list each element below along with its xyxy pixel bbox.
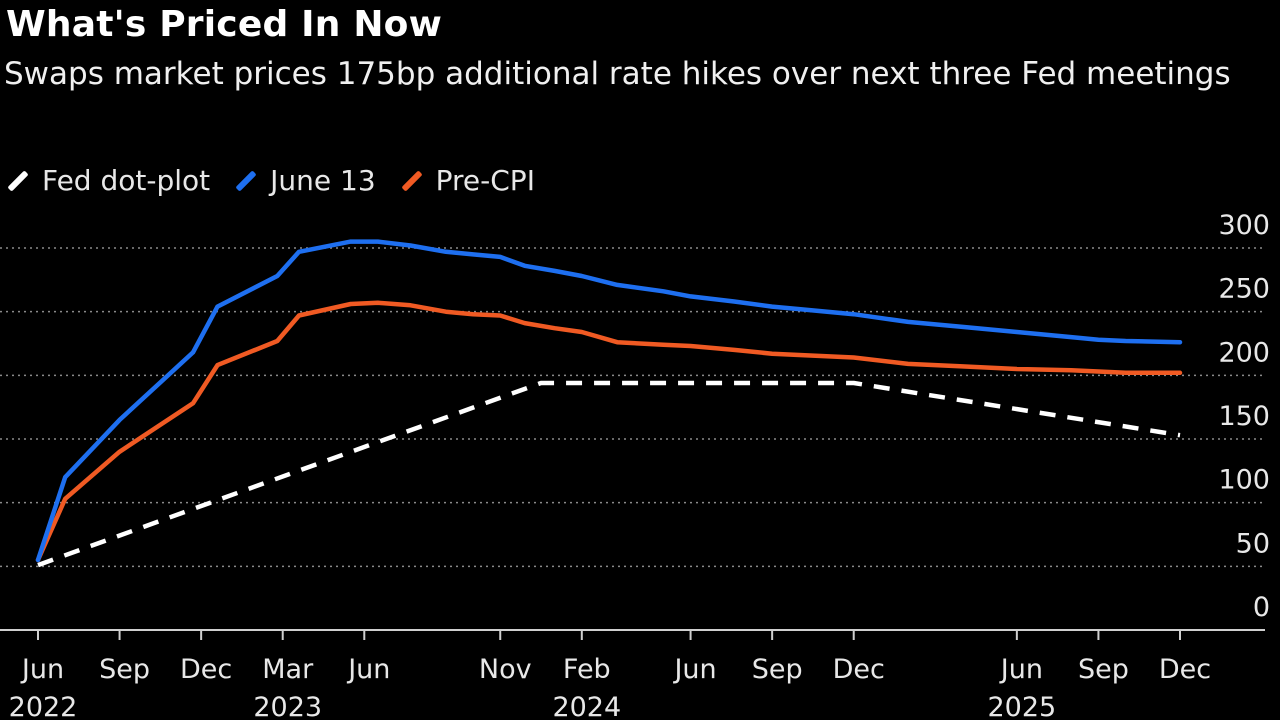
- x-tick-label-8: Sep: [752, 654, 803, 685]
- y-tick-label-200: 200: [1218, 337, 1270, 368]
- y-tick-label-50: 50: [1236, 528, 1270, 559]
- x-tick-label-7: Jun: [672, 654, 716, 685]
- y-tick-label-250: 250: [1218, 274, 1270, 305]
- y-tick-label-300: 300: [1218, 210, 1270, 241]
- series-layer: [35, 239, 1183, 568]
- axis-layer: 0 50 100 150 200 250 300 Jun 2022 Sep Dec Mar 2023 Ju…: [0, 210, 1270, 720]
- legend-item-june-13: June 13: [234, 164, 376, 197]
- x-tick-label-1: Sep: [99, 654, 150, 685]
- legend-label-june-13: June 13: [270, 164, 376, 197]
- chart-subtitle: Swaps market prices 175bp additional rat…: [4, 56, 1231, 92]
- series-line-june-13: [35, 239, 1183, 563]
- x-tick-label-12: Dec: [1159, 654, 1211, 685]
- x-tick-year-3: 2023: [253, 692, 322, 720]
- x-tick-label-5: Nov: [479, 654, 532, 685]
- x-tick-label-4: Jun: [346, 654, 390, 685]
- legend-item-pre-cpi: Pre-CPI: [400, 164, 535, 197]
- x-tick-label-6: Feb: [563, 654, 611, 685]
- x-tick-year-0: 2022: [9, 692, 78, 720]
- x-tick-label-0: Jun: [20, 654, 64, 685]
- legend-label-fed-dot-plot: Fed dot-plot: [42, 164, 211, 197]
- legend-label-pre-cpi: Pre-CPI: [435, 164, 535, 197]
- y-tick-label-100: 100: [1218, 465, 1270, 496]
- series-line-pre-cpi: [35, 300, 1183, 563]
- x-tick-year-6: 2024: [552, 692, 621, 720]
- x-tick-year-10: 2025: [987, 692, 1056, 720]
- x-tick-label-3: Mar: [262, 654, 314, 685]
- series-line-fed-dot-plot: [37, 380, 1181, 568]
- legend: Fed dot-plot June 13 Pre-CPI: [6, 164, 559, 197]
- x-tick-label-10: Jun: [999, 654, 1043, 685]
- y-tick-label-150: 150: [1218, 401, 1270, 432]
- chart-title: What's Priced In Now: [6, 4, 443, 45]
- x-tick-label-2: Dec: [180, 654, 232, 685]
- x-tick-label-9: Dec: [833, 654, 885, 685]
- y-tick-label-0: 0: [1253, 592, 1270, 623]
- x-tick-label-11: Sep: [1078, 654, 1129, 685]
- legend-item-fed-dot-plot: Fed dot-plot: [6, 164, 210, 197]
